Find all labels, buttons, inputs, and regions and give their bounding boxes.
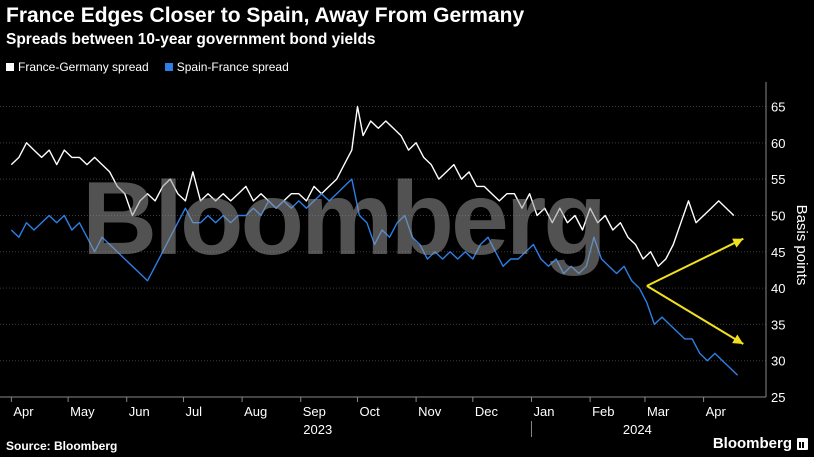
source-note: Source: Bloomberg bbox=[6, 439, 118, 453]
chart-title: France Edges Closer to Spain, Away From … bbox=[6, 4, 525, 27]
brand-logo: Bloomberg bbox=[713, 435, 808, 452]
x-tick-label: Jun bbox=[129, 404, 150, 419]
y-tick-label: 50 bbox=[771, 208, 785, 223]
x-tick-label: Jul bbox=[185, 404, 202, 419]
y-tick-label: 65 bbox=[771, 100, 785, 115]
y-tick-label: 40 bbox=[771, 281, 785, 296]
chart-subtitle: Spreads between 10-year government bond … bbox=[6, 31, 376, 48]
y-tick-label: 25 bbox=[771, 390, 785, 405]
series-line-spain-france bbox=[10, 178, 739, 376]
x-tick-label: Jan bbox=[533, 404, 554, 419]
x-tick-label: Feb bbox=[592, 404, 614, 419]
series-line-france-germany bbox=[10, 105, 735, 267]
y-axis-label: Basis points bbox=[793, 205, 810, 286]
legend-swatch-blue bbox=[164, 63, 173, 71]
x-tick-label: Apr bbox=[706, 404, 727, 419]
x-tick-label: Mar bbox=[647, 404, 670, 419]
x-tick-label: Oct bbox=[359, 404, 380, 419]
annotation-arrow-line bbox=[646, 285, 744, 345]
x-tick-label: May bbox=[70, 404, 95, 419]
y-tick-label: 30 bbox=[771, 354, 785, 369]
legend-label: Spain-France spread bbox=[176, 60, 289, 74]
legend-label: France-Germany spread bbox=[18, 60, 149, 74]
year-label: 2024 bbox=[623, 422, 652, 437]
brand-label: Bloomberg bbox=[712, 435, 792, 452]
y-tick-label: 45 bbox=[771, 245, 785, 260]
annotation-arrow-head bbox=[732, 238, 744, 248]
y-tick-label: 55 bbox=[771, 172, 785, 187]
legend-item-spain-france: Spain-France spread bbox=[164, 60, 289, 74]
legend: France-Germany spread Spain-France sprea… bbox=[6, 60, 289, 74]
y-tick-label: 60 bbox=[771, 136, 785, 151]
y-tick-label: 35 bbox=[771, 317, 785, 332]
x-tick-label: Aug bbox=[244, 404, 267, 419]
annotation-arrow-head bbox=[732, 334, 744, 344]
year-label: 2023 bbox=[303, 422, 332, 437]
legend-swatch-white bbox=[6, 63, 14, 71]
x-tick-label: Sep bbox=[303, 404, 326, 419]
chart-icon bbox=[797, 437, 808, 450]
annotation-arrow-line bbox=[646, 237, 744, 287]
x-tick-label: Nov bbox=[418, 404, 442, 419]
x-tick-label: Apr bbox=[13, 404, 34, 419]
x-tick-label: Dec bbox=[475, 404, 499, 419]
legend-item-france-germany: France-Germany spread bbox=[6, 60, 149, 74]
